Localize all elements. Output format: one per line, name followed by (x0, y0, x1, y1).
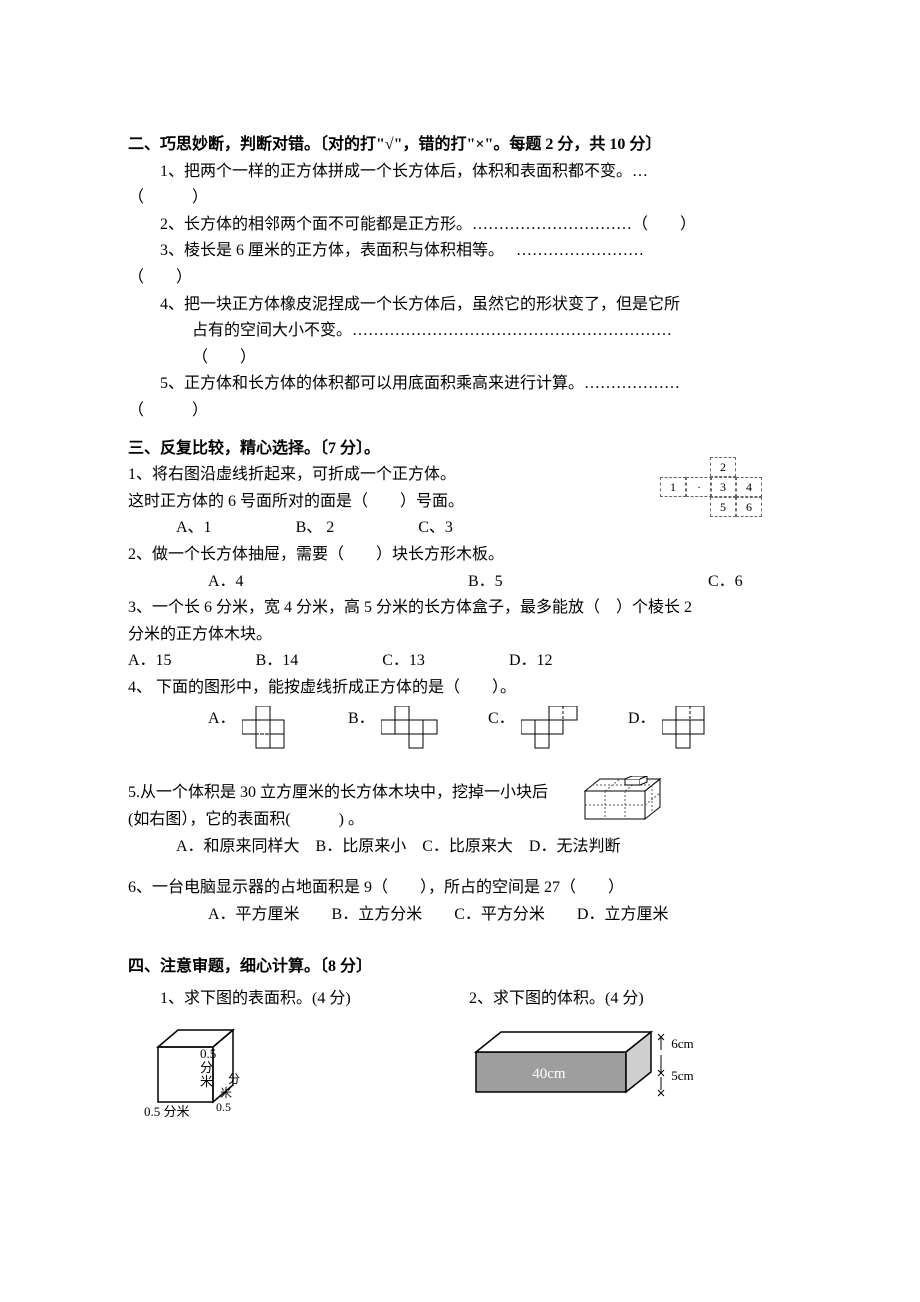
s2-q1-line1: 1、把两个一样的正方体拼成一个长方体后，体积和表面积都不变。… (128, 159, 810, 185)
s2-q5-blank: （ ） (128, 398, 810, 424)
s3-q3-line2: 分米的正方体木块。 (128, 622, 810, 648)
s3-q3-opt-d: D．12 (509, 652, 553, 669)
s3-q3-opt-c: C．13 (382, 652, 425, 669)
s3-q4-label-a: A． (208, 706, 236, 732)
net-cell-4: 4 (736, 477, 762, 497)
s3-q4: 4、 下面的图形中，能按虚线折成正方体的是（ ）。 (128, 675, 810, 701)
s3-q1-opt-c: C、3 (418, 519, 453, 536)
net-cell-5: 5 (710, 497, 736, 517)
net-cell-6: 6 (736, 497, 762, 517)
s3-q5-line2: (如右图），它的表面积( ) 。 (128, 807, 810, 833)
s3-q2-opt-a: A．4 (208, 569, 468, 595)
net-cell-1: 1 (660, 477, 686, 497)
s2-q3-blank: （ ） (128, 265, 810, 291)
cube-net-figure: 2 1 · 3 4 5 6 (660, 457, 780, 527)
cuboid-dim-w: 6cm (671, 1034, 693, 1055)
fold-net-b (381, 706, 451, 762)
cuboid-dim-h: 5cm (671, 1066, 693, 1087)
net-cell-2: 2 (710, 457, 736, 477)
net-cell-3: 3 (710, 477, 736, 497)
s3-q5-options: A．和原来同样大 B．比原来小 C．比原来大 D．无法判断 (128, 834, 810, 860)
s3-q4-figures: A． B． (128, 706, 810, 762)
net-cell-dot: · (686, 477, 712, 497)
s2-q5-line1: 5、正方体和长方体的体积都可以用底面积乘高来进行计算。……………… (128, 371, 810, 397)
cube-figure: 0.5 分 米 分 米 0.5 0.5 分米 (138, 1022, 386, 1132)
s2-q2: 2、长方体的相邻两个面不可能都是正方形。…………………………（ ） (128, 212, 810, 238)
s3-q5-line1: 5.从一个体积是 30 立方厘米的长方体木块中，挖掉一小块后 (128, 784, 548, 801)
s2-q4-line2: 占有的空间大小不变。…………………………………………………… (128, 318, 810, 344)
s3-q1-opt-a: A、1 (176, 519, 212, 536)
s3-q2-options: A．4 B．5 C．6 (128, 569, 810, 595)
s3-q6-options: A．平方厘米 B．立方分米 C．平方分米 D．立方厘米 (128, 902, 810, 928)
cuboid-dim-len: 40cm (532, 1062, 565, 1086)
s3-q3-options: A．15 B．14 C．13 D．12 (128, 648, 810, 674)
s2-q1-blank: （ ） (128, 185, 810, 211)
s4-q2: 2、求下图的体积。(4 分) (469, 986, 810, 1012)
s3-q3-opt-b: B．14 (256, 652, 299, 669)
cuboid-figure: 40cm 6cm 5cm (466, 1022, 810, 1132)
s3-q4-label-c: C． (488, 706, 515, 732)
s3-q6: 6、一台电脑显示器的占地面积是 9（ ），所占的空间是 27（ ） (128, 875, 810, 901)
s3-q2: 2、做一个长方体抽屉，需要（ ）块长方形木板。 (128, 542, 810, 568)
fold-net-d (662, 706, 722, 762)
s3-q3-opt-a: A．15 (128, 652, 172, 669)
s3-q2-opt-c: C．6 (708, 569, 743, 595)
s3-q2-opt-b: B．5 (468, 569, 708, 595)
s3-q4-label-d: D． (628, 706, 656, 732)
s2-q4-blank: （ ） (128, 345, 810, 371)
s3-q3-line1: 3、一个长 6 分米，宽 4 分米，高 5 分米的长方体盒子，最多能放（ ）个棱… (128, 595, 810, 621)
s2-q4-line1: 4、把一块正方体橡皮泥捏成一个长方体后，虽然它的形状变了，但是它所 (128, 292, 810, 318)
s2-q3-line1: 3、棱长是 6 厘米的正方体，表面积与体积相等。 …………………… (128, 238, 810, 264)
cube-dim-w: 0.5 分米 (144, 1102, 190, 1123)
cuboid-cut-figure (580, 776, 670, 826)
cube-dim-d-num: 0.5 (216, 1098, 231, 1117)
section2-title: 二、巧思妙断，判断对错。〔对的打"√"，错的打"×"。每题 2 分，共 10 分… (128, 132, 810, 158)
fold-net-a (242, 706, 302, 762)
s4-q1: 1、求下图的表面积。(4 分) (128, 986, 469, 1012)
cube-dim-h-unit2: 米 (200, 1072, 213, 1093)
s3-q4-label-b: B． (348, 706, 375, 732)
fold-net-c (521, 706, 591, 762)
section4-title: 四、注意审题，细心计算。〔8 分〕 (128, 954, 810, 980)
s3-q1-opt-b: B、 2 (296, 519, 335, 536)
